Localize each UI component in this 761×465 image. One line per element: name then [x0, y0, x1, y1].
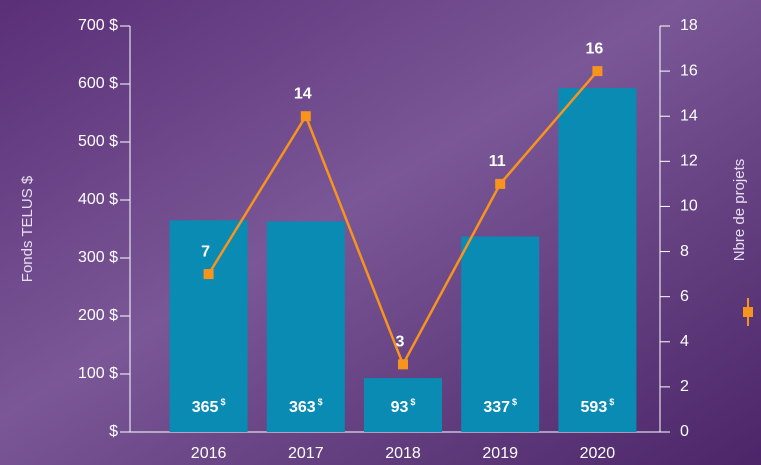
line-value-label: 11	[489, 153, 506, 170]
y2-tick-label: 8	[680, 243, 689, 260]
bar-value-label: 365 $	[192, 397, 226, 416]
y2-tick-label: 0	[680, 423, 689, 440]
y-tick-label: 100 $	[78, 365, 118, 382]
bar-value-label: 363 $	[289, 397, 323, 416]
y2-tick-label: 12	[680, 153, 698, 170]
line-marker	[300, 111, 311, 122]
y2-tick-label: 6	[680, 288, 689, 305]
y2-tick-label: 2	[680, 378, 689, 395]
y-tick-label: 500 $	[78, 133, 118, 150]
line-value-label: 16	[586, 40, 604, 57]
y-axis-label: Fonds TELUS $	[19, 175, 36, 282]
line-value-label: 7	[201, 243, 210, 260]
y-tick-label: 600 $	[78, 75, 118, 92]
y2-axis-label: Nbre de projets	[731, 159, 748, 262]
y-tick-label: 700 $	[78, 17, 118, 34]
bar	[558, 88, 637, 432]
x-tick-label: 2020	[580, 445, 616, 462]
y2-tick-label: 16	[680, 62, 698, 79]
line-marker	[398, 359, 408, 370]
y2-tick-label: 4	[680, 333, 689, 350]
x-tick-label: 2017	[288, 445, 324, 462]
y2-tick-label: 18	[680, 17, 698, 34]
y-tick-label: 400 $	[78, 191, 118, 208]
bar	[266, 221, 345, 432]
y-tick-label: 200 $	[78, 307, 118, 324]
y2-tick-label: 10	[680, 198, 698, 215]
line-marker	[592, 66, 603, 77]
y-tick-label: $	[109, 423, 118, 440]
bar-value-label: 337 $	[483, 397, 517, 416]
bar-value-label: 593 $	[581, 397, 615, 416]
line-marker	[203, 269, 214, 280]
bar	[169, 220, 248, 432]
x-tick-label: 2016	[191, 445, 227, 462]
y-tick-label: 300 $	[78, 249, 118, 266]
bar-value-label: 93 $	[391, 397, 416, 416]
line-value-label: 3	[396, 334, 405, 351]
line-value-label: 14	[294, 85, 312, 102]
y2-tick-label: 14	[680, 107, 698, 124]
line-marker	[495, 178, 506, 189]
legend-marker	[743, 307, 753, 317]
x-tick-label: 2018	[385, 445, 421, 462]
bar	[364, 378, 442, 432]
x-tick-label: 2019	[482, 445, 518, 462]
bar	[461, 236, 540, 432]
